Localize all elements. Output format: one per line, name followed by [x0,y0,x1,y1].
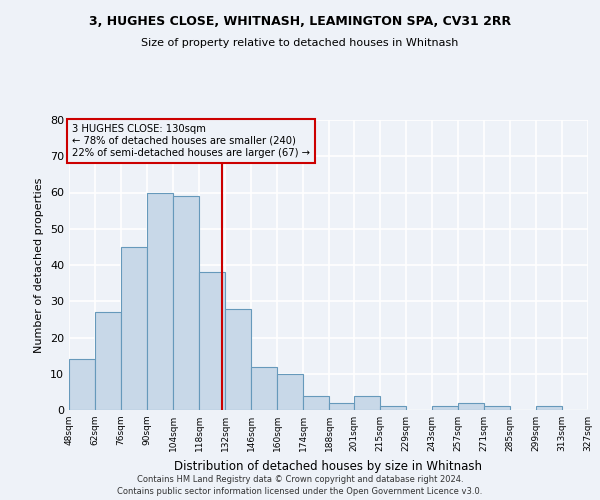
Bar [69,359,95,410]
Bar [432,406,458,410]
Bar [353,396,380,410]
Bar [147,192,173,410]
Bar [95,312,121,410]
Bar [380,406,406,410]
Bar [536,406,562,410]
Text: Contains HM Land Registry data © Crown copyright and database right 2024.: Contains HM Land Registry data © Crown c… [137,475,463,484]
Y-axis label: Number of detached properties: Number of detached properties [34,178,44,352]
Text: 3, HUGHES CLOSE, WHITNASH, LEAMINGTON SPA, CV31 2RR: 3, HUGHES CLOSE, WHITNASH, LEAMINGTON SP… [89,15,511,28]
Bar [199,272,225,410]
Bar [277,374,304,410]
Bar [304,396,329,410]
Bar [173,196,199,410]
Bar [251,366,277,410]
Bar [329,403,353,410]
Bar [458,403,484,410]
Text: Contains public sector information licensed under the Open Government Licence v3: Contains public sector information licen… [118,487,482,496]
X-axis label: Distribution of detached houses by size in Whitnash: Distribution of detached houses by size … [175,460,482,472]
Text: 3 HUGHES CLOSE: 130sqm
← 78% of detached houses are smaller (240)
22% of semi-de: 3 HUGHES CLOSE: 130sqm ← 78% of detached… [71,124,310,158]
Text: Size of property relative to detached houses in Whitnash: Size of property relative to detached ho… [142,38,458,48]
Bar [484,406,510,410]
Bar [225,308,251,410]
Bar [121,247,147,410]
